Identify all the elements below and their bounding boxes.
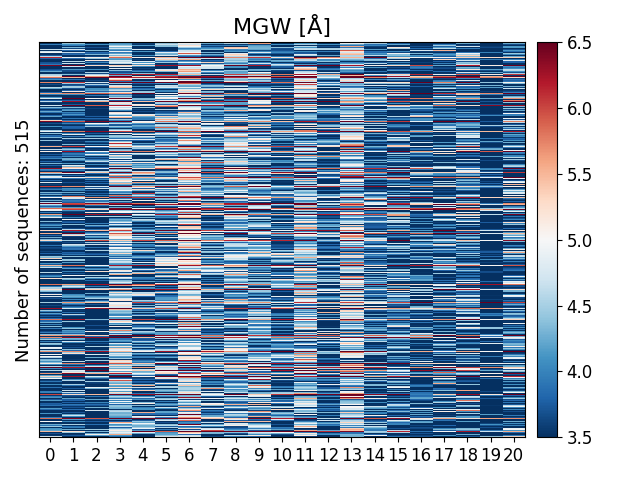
Title: MGW [Å]: MGW [Å] [233,15,331,38]
Y-axis label: Number of sequences: 515: Number of sequences: 515 [15,118,33,361]
